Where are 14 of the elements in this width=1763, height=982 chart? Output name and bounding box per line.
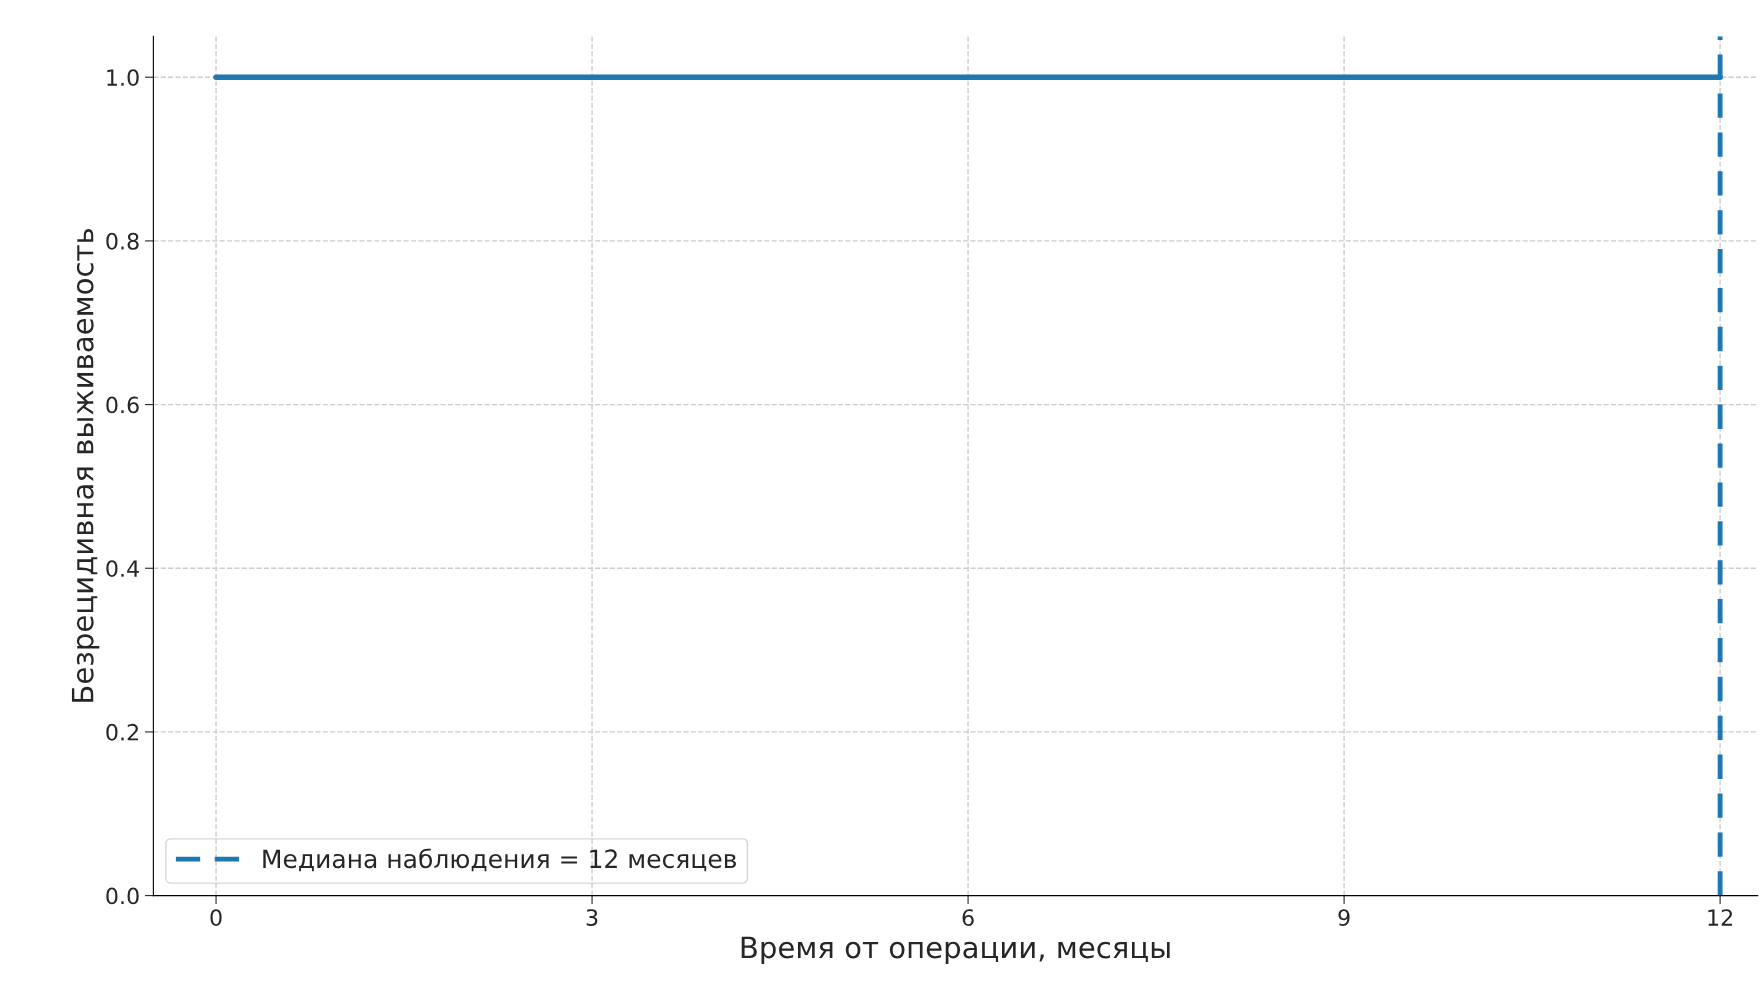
x-tick-label: 9 [1338, 909, 1350, 926]
x-tick-label: 3 [586, 909, 598, 926]
y-tick-label: 0.2 [106, 723, 138, 741]
y-tick-label: 1.0 [107, 69, 139, 87]
y-axis-title: Безрецидивная выживаемость [71, 229, 100, 702]
y-tick-label: 0.8 [106, 232, 139, 250]
x-axis-title: Время от операции, месяцы [741, 936, 1170, 965]
y-tick-label: 0.4 [106, 560, 139, 578]
x-tick-label: 0 [210, 909, 222, 926]
x-tick-label: 6 [962, 909, 974, 926]
y-tick-label: 0.6 [106, 396, 139, 414]
legend-label: Медиана наблюдения = 12 месяцев [263, 848, 736, 872]
y-tick-label: 0.0 [106, 887, 139, 905]
x-tick-label: 12 [1708, 909, 1733, 926]
